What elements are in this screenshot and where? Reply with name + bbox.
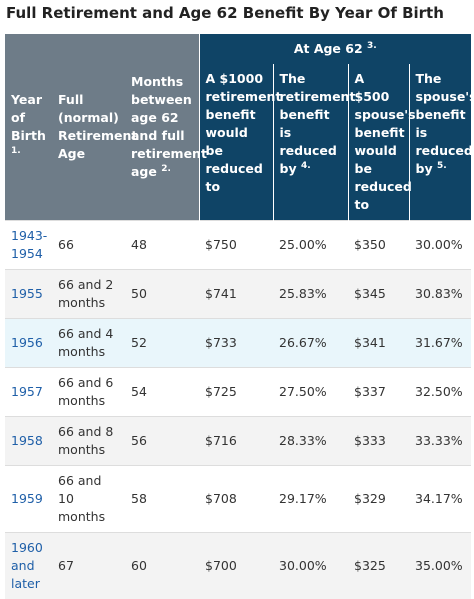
table-cell: $345	[348, 270, 409, 319]
table-cell: 50	[125, 270, 199, 319]
table-cell: $329	[348, 466, 409, 533]
table-cell: 25.83%	[273, 270, 348, 319]
benefit-table: Year of Birth 1. Full (normal) Retiremen…	[5, 34, 471, 599]
table-cell: $337	[348, 368, 409, 417]
footnote-marker: 2.	[161, 164, 171, 174]
table-cell: $725	[199, 368, 273, 417]
table-cell: 29.17%	[273, 466, 348, 533]
table-cell: 67	[52, 533, 125, 599]
column-header: Year of Birth 1.	[5, 34, 52, 221]
footnote-marker: 1.	[11, 146, 21, 156]
table-cell: $350	[348, 221, 409, 270]
group-header: At Age 62 3.	[199, 34, 471, 64]
table-cell: 48	[125, 221, 199, 270]
table-cell: 66 and 8 months	[52, 417, 125, 466]
footnote-marker: 4.	[301, 161, 311, 171]
table-cell: 34.17%	[409, 466, 471, 533]
column-header: A $500 spouse's benefit would be reduced…	[348, 64, 409, 221]
header-text: A $500 spouse's benefit would be reduced…	[355, 71, 416, 212]
column-header: A $1000 retirement benefit would be redu…	[199, 64, 273, 221]
column-header: The retirement benefit is reduced by 4.	[273, 64, 348, 221]
footnote-marker: 3.	[367, 41, 377, 51]
year-link[interactable]: 1956	[5, 319, 52, 368]
table-cell: 27.50%	[273, 368, 348, 417]
table-cell: $733	[199, 319, 273, 368]
table-cell: 66	[52, 221, 125, 270]
year-link[interactable]: 1957	[5, 368, 52, 417]
table-cell: 56	[125, 417, 199, 466]
table-cell: 32.50%	[409, 368, 471, 417]
table-cell: 33.33%	[409, 417, 471, 466]
table-cell: 54	[125, 368, 199, 417]
page: Full Retirement and Age 62 Benefit By Ye…	[0, 0, 474, 555]
table-cell: $741	[199, 270, 273, 319]
column-header: Full (normal) Retirement Age	[52, 34, 125, 221]
year-link[interactable]: 1958	[5, 417, 52, 466]
table-cell: 66 and 2 months	[52, 270, 125, 319]
table-cell: 66 and 6 months	[52, 368, 125, 417]
table-cell: 26.67%	[273, 319, 348, 368]
table-cell: 25.00%	[273, 221, 348, 270]
table-cell: $716	[199, 417, 273, 466]
table-cell: 28.33%	[273, 417, 348, 466]
header-text: The retirement benefit is reduced by	[280, 71, 356, 176]
table-cell: $333	[348, 417, 409, 466]
year-link[interactable]: 1960 and later	[5, 533, 52, 599]
table-cell: $750	[199, 221, 273, 270]
column-header: The spouse's benefit is reduced by 5.	[409, 64, 471, 221]
table-cell: 31.67%	[409, 319, 471, 368]
year-link[interactable]: 1955	[5, 270, 52, 319]
table-cell: 58	[125, 466, 199, 533]
year-link[interactable]: 1959	[5, 466, 52, 533]
table-cell: $700	[199, 533, 273, 599]
table-cell: $341	[348, 319, 409, 368]
table-cell: 30.83%	[409, 270, 471, 319]
year-link[interactable]: 1943-1954	[5, 221, 52, 270]
table-cell: 35.00%	[409, 533, 471, 599]
table-cell: 66 and 10 months	[52, 466, 125, 533]
table-cell: 60	[125, 533, 199, 599]
header-text: At Age 62	[294, 41, 363, 56]
table-cell: 30.00%	[409, 221, 471, 270]
header-text: A $1000 retirement benefit would be redu…	[206, 71, 282, 194]
column-header: Months between age 62 and full retiremen…	[125, 34, 199, 221]
footnote-marker: 5.	[437, 161, 447, 171]
table-cell: 66 and 4 months	[52, 319, 125, 368]
table-cell: 52	[125, 319, 199, 368]
table-cell: 30.00%	[273, 533, 348, 599]
page-title: Full Retirement and Age 62 Benefit By Ye…	[6, 0, 444, 26]
table-cell: $708	[199, 466, 273, 533]
header-text: Year of Birth	[11, 92, 46, 143]
table-cell: $325	[348, 533, 409, 599]
